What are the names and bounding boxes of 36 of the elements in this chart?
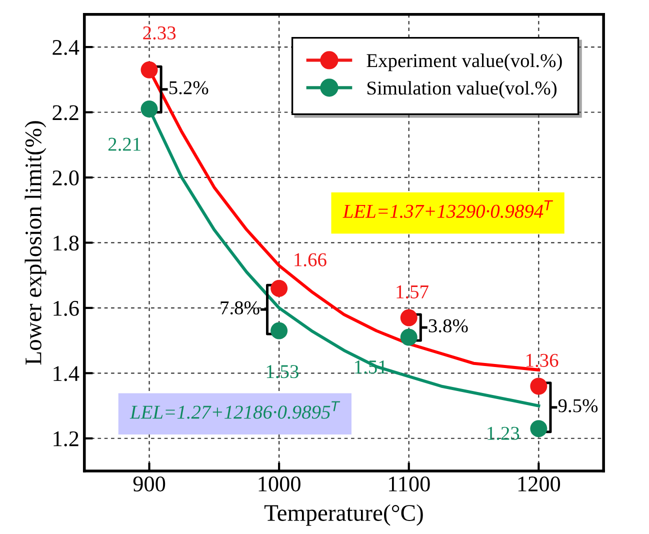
data-label: 1.23 — [488, 426, 520, 440]
annotation: 5.2% — [169, 81, 208, 94]
y-tick-label: 2.4 — [52, 40, 80, 56]
data-label: 2.33 — [143, 26, 176, 40]
y-tick-label: 1.8 — [54, 236, 79, 251]
annotation: 7.8% — [220, 301, 260, 315]
y-tick-label: 1.2 — [54, 431, 78, 446]
point — [270, 322, 288, 340]
annotation: 9.5% — [558, 399, 598, 412]
data-label: 1.36 — [526, 354, 558, 368]
y-tick-label: 2.2 — [52, 105, 78, 120]
annotation: LEL=1.37+13290·0.9894$^{T}$ — [342, 200, 554, 218]
data-label: 1.57 — [396, 285, 428, 299]
x-axis-title: Temperature(°C) — [264, 504, 423, 526]
y-tick-label: 1.4 — [54, 366, 80, 382]
point — [140, 61, 158, 78]
point — [400, 328, 418, 346]
x-tick-label: 1200 — [518, 476, 560, 492]
annotation: 3.8% — [428, 319, 468, 332]
point — [400, 309, 418, 326]
data-label: 2.21 — [108, 138, 140, 151]
annotation: LEL=1.27+12186·0.9895$^{T}$ — [130, 401, 340, 419]
y-axis-title: Lower explosion limit(%) — [24, 121, 46, 365]
data-label: 1.66 — [294, 253, 326, 266]
x-tick-label: 900 — [133, 476, 166, 492]
x-tick-label: 1000 — [258, 476, 300, 492]
point — [530, 420, 548, 438]
point — [140, 100, 158, 118]
legend-label: Experiment value(vol.%) — [366, 54, 562, 72]
y-tick-label: 1.6 — [54, 300, 79, 316]
point — [270, 280, 288, 297]
point — [530, 378, 548, 395]
legend-label: Simulation value(vol.%) — [367, 80, 556, 99]
y-tick-label: 2.0 — [52, 170, 79, 186]
x-tick-label: 1100 — [389, 476, 430, 492]
data-label: 1.53 — [266, 365, 298, 378]
